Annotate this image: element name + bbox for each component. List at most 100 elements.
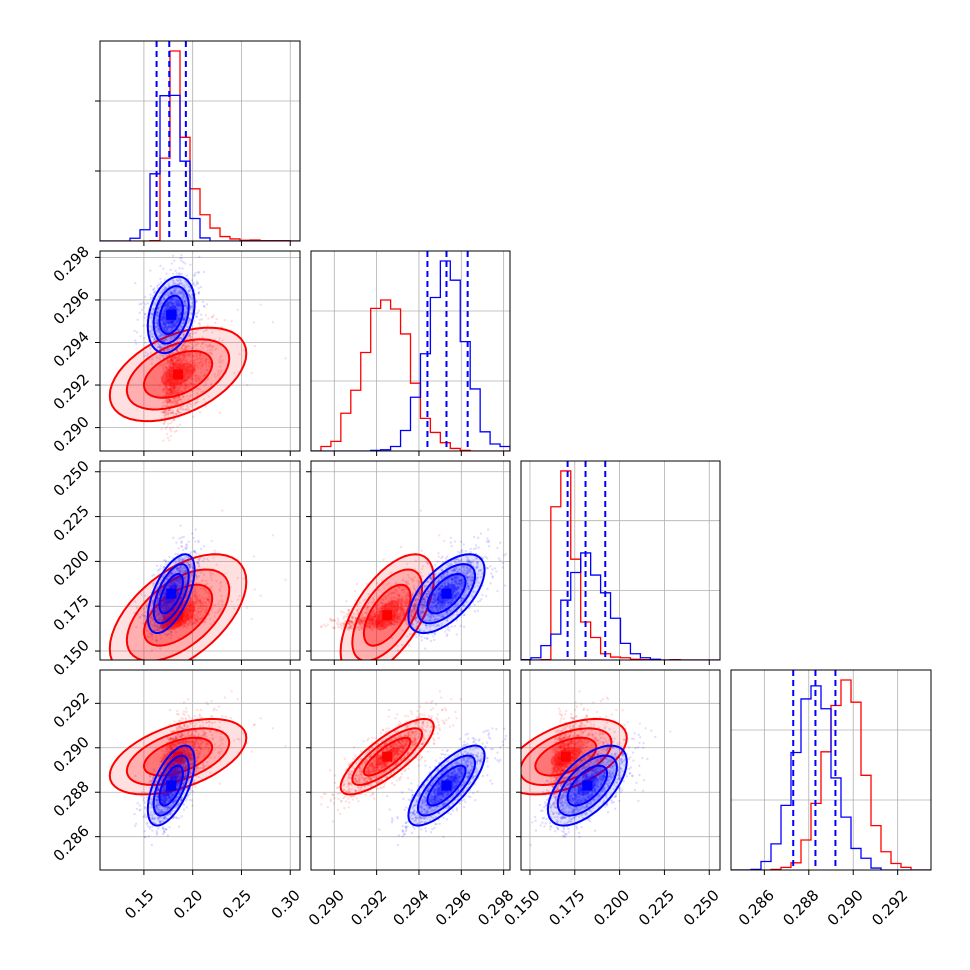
sample-point xyxy=(187,374,191,378)
sample-point xyxy=(170,297,173,300)
sample-point xyxy=(148,329,152,333)
sample-point xyxy=(166,392,169,395)
sample-point xyxy=(167,621,171,625)
sample-point xyxy=(200,343,203,346)
sample-point xyxy=(172,414,176,417)
sample-point xyxy=(176,383,179,387)
sample-point xyxy=(165,373,168,376)
sample-point xyxy=(184,302,188,305)
sample-point xyxy=(169,373,172,377)
sample-point xyxy=(150,335,154,338)
sample-point xyxy=(197,375,200,378)
sample-point xyxy=(198,353,202,357)
sample-point xyxy=(179,292,182,295)
sample-point xyxy=(169,619,172,622)
sample-point xyxy=(172,302,175,305)
sample-point xyxy=(185,359,188,363)
sample-point xyxy=(163,317,166,320)
sample-point xyxy=(168,379,171,382)
sample-point xyxy=(166,361,170,364)
sample-point xyxy=(186,368,189,372)
sample-point xyxy=(167,622,171,625)
sample-point xyxy=(205,328,208,332)
sample-point xyxy=(170,401,174,404)
sample-point xyxy=(182,372,186,375)
sample-point xyxy=(170,384,174,388)
sample-point xyxy=(164,624,167,627)
sample-point xyxy=(177,316,180,320)
sample-point xyxy=(158,331,162,334)
sample-point xyxy=(189,308,192,311)
sample-point xyxy=(168,366,172,369)
sample-point xyxy=(180,259,183,263)
sample-point xyxy=(170,363,173,366)
sample-point xyxy=(199,379,203,382)
sample-point xyxy=(176,388,180,392)
y-tick-label: 0.298 xyxy=(50,243,93,286)
sample-point xyxy=(179,381,183,384)
sample-point xyxy=(161,339,164,342)
sample-point xyxy=(220,361,223,364)
sample-point xyxy=(180,272,183,276)
sample-point xyxy=(193,368,196,371)
sample-point xyxy=(188,363,191,366)
sample-point xyxy=(182,317,185,320)
sample-point xyxy=(172,351,176,355)
sample-point xyxy=(181,357,184,360)
sample-point xyxy=(183,382,187,385)
sample-point xyxy=(197,270,200,274)
sample-point xyxy=(144,341,147,344)
sample-point xyxy=(167,291,170,294)
sample-point xyxy=(170,619,173,623)
sample-point xyxy=(162,323,166,327)
sample-point xyxy=(171,389,174,393)
sample-point xyxy=(205,303,209,306)
sample-point xyxy=(165,392,169,395)
sample-point xyxy=(185,379,189,382)
sample-point xyxy=(182,365,185,368)
sample-point xyxy=(186,369,190,373)
sample-point xyxy=(160,316,163,320)
sample-point xyxy=(186,375,189,379)
sample-point xyxy=(205,609,209,612)
sample-point xyxy=(164,307,167,310)
sample-point xyxy=(206,598,210,602)
sample-point xyxy=(171,598,174,601)
panel-content xyxy=(100,251,300,451)
sample-point xyxy=(177,390,180,393)
sample-point xyxy=(169,390,173,393)
sample-point xyxy=(209,576,213,579)
sample-point xyxy=(179,364,182,368)
sample-point xyxy=(179,292,182,295)
sample-point xyxy=(182,619,186,622)
sample-point xyxy=(192,359,195,362)
sample-point xyxy=(204,314,208,317)
sample-point xyxy=(176,300,179,303)
sample-point xyxy=(152,338,156,341)
sample-point xyxy=(170,370,174,373)
sample-point xyxy=(162,394,166,398)
sample-point xyxy=(177,396,181,399)
panel-1-1 xyxy=(310,250,511,456)
sample-point xyxy=(171,373,174,377)
sample-point xyxy=(207,345,210,348)
sample-point xyxy=(164,304,167,307)
sample-point xyxy=(188,360,192,364)
sample-point xyxy=(148,331,152,334)
sample-point xyxy=(168,388,171,391)
sample-point xyxy=(215,347,218,350)
sample-point xyxy=(164,307,168,311)
sample-point xyxy=(171,337,175,340)
sample-point xyxy=(156,322,159,326)
sample-point xyxy=(204,383,208,386)
sample-point xyxy=(181,348,184,351)
sample-point xyxy=(192,536,195,540)
sample-point xyxy=(144,295,147,299)
sample-point xyxy=(175,396,179,400)
sample-point xyxy=(183,615,187,618)
sample-point xyxy=(155,325,158,329)
sample-point xyxy=(201,363,205,366)
sample-point xyxy=(218,329,221,332)
sample-point xyxy=(182,285,185,289)
sample-point xyxy=(158,344,161,347)
